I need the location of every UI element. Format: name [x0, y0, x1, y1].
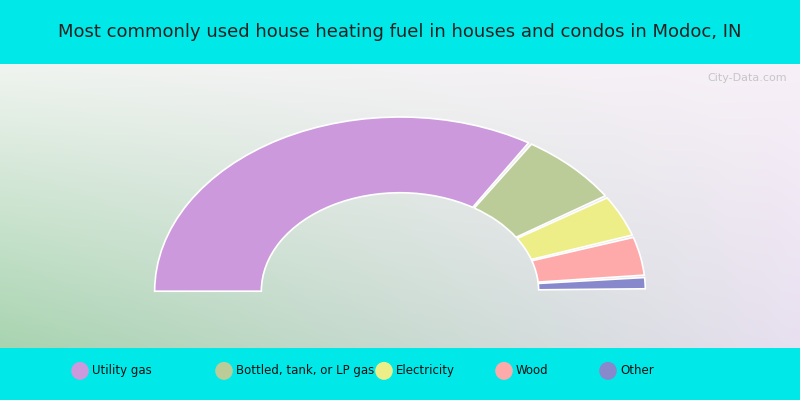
Text: Bottled, tank, or LP gas: Bottled, tank, or LP gas	[236, 364, 374, 377]
Text: Electricity: Electricity	[396, 364, 455, 377]
Wedge shape	[154, 117, 529, 291]
Text: City-Data.com: City-Data.com	[707, 74, 786, 84]
Text: Utility gas: Utility gas	[92, 364, 152, 377]
Text: Other: Other	[620, 364, 654, 377]
Ellipse shape	[215, 362, 233, 380]
Ellipse shape	[495, 362, 513, 380]
Ellipse shape	[375, 362, 393, 380]
Ellipse shape	[71, 362, 89, 380]
Wedge shape	[517, 198, 632, 260]
Wedge shape	[538, 278, 646, 290]
Ellipse shape	[599, 362, 617, 380]
Wedge shape	[474, 144, 606, 237]
Wedge shape	[532, 237, 644, 282]
Text: Wood: Wood	[516, 364, 549, 377]
Text: Most commonly used house heating fuel in houses and condos in Modoc, IN: Most commonly used house heating fuel in…	[58, 23, 742, 41]
